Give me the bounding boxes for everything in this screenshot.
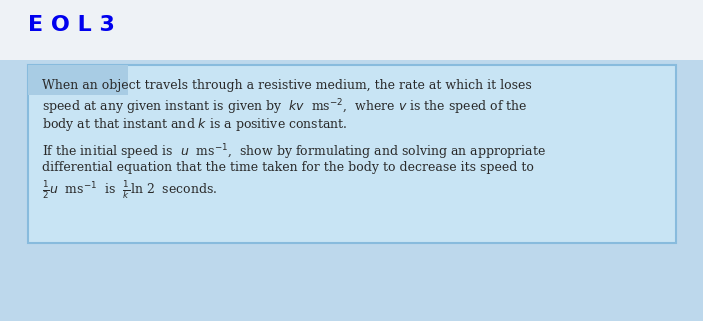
- Text: speed at any given instant is given by  $kv$  ms$^{-2}$,  where $v$ is the speed: speed at any given instant is given by $…: [42, 98, 527, 117]
- Text: $\frac{1}{2}u$  ms$^{-1}$  is  $\frac{1}{k}$ln 2  seconds.: $\frac{1}{2}u$ ms$^{-1}$ is $\frac{1}{k}…: [42, 179, 217, 202]
- Text: body at that instant and $k$ is a positive constant.: body at that instant and $k$ is a positi…: [42, 116, 348, 133]
- Text: When an object travels through a resistive medium, the rate at which it loses: When an object travels through a resisti…: [42, 79, 531, 92]
- Bar: [0, 60, 703, 321]
- Bar: [28, 65, 676, 243]
- Bar: [0, 0, 703, 61]
- Text: If the initial speed is  $u$  ms$^{-1}$,  show by formulating and solving an app: If the initial speed is $u$ ms$^{-1}$, s…: [42, 143, 546, 162]
- Text: E O L 3: E O L 3: [28, 15, 115, 35]
- Text: differential equation that the time taken for the body to decrease its speed to: differential equation that the time take…: [42, 161, 534, 174]
- Bar: [28, 65, 128, 95]
